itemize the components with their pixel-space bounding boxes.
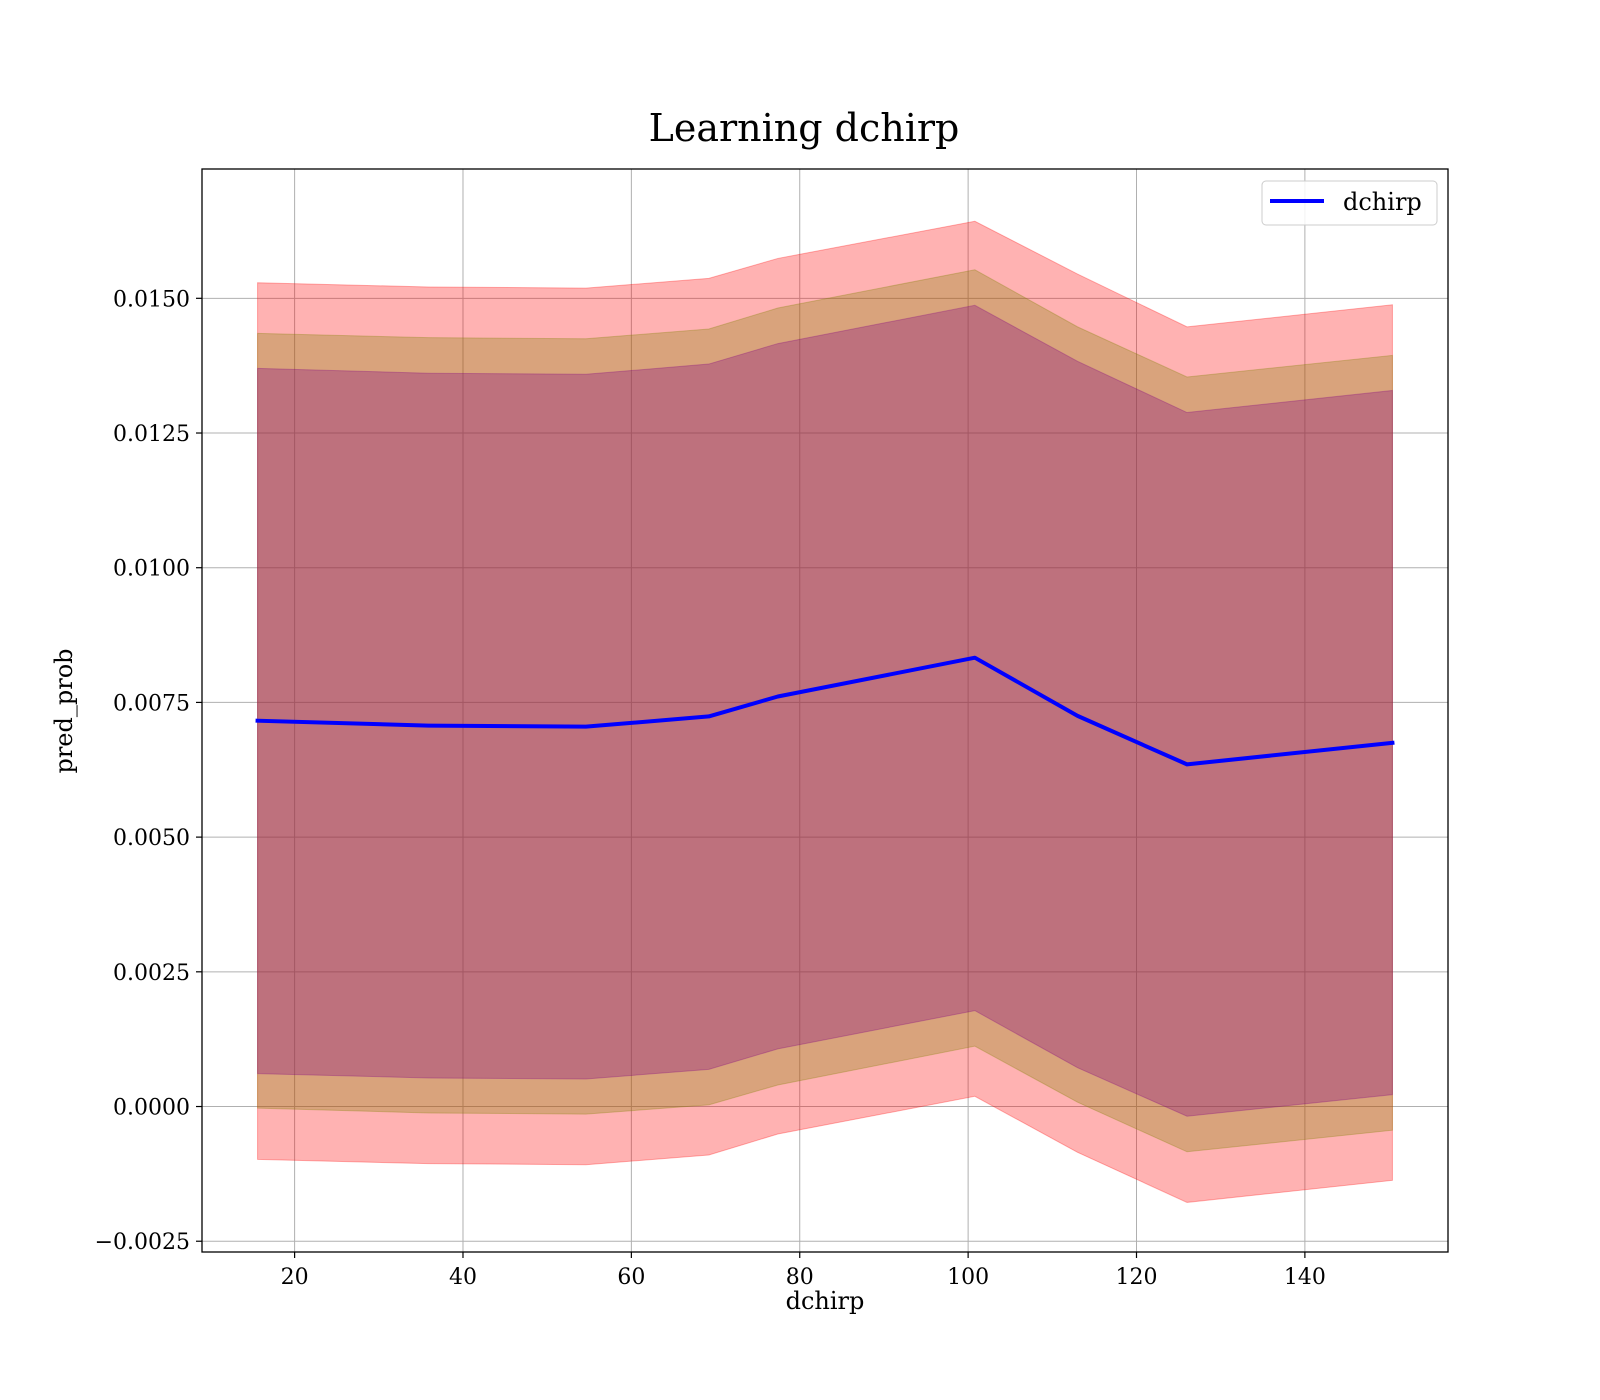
legend-box: [1261, 180, 1438, 226]
legend-label: dchirp: [1343, 188, 1422, 216]
x-tick-label: 100: [947, 1265, 989, 1290]
band-middle: [257, 269, 1393, 1153]
x-tick-label: 120: [1116, 1265, 1158, 1290]
x-tick-label: 40: [449, 1265, 477, 1290]
y-tick-label: 0.0050: [113, 826, 190, 851]
band-narrow: [257, 304, 1393, 1117]
x-axis-ticks: 20 40 60 80 100 120 140: [281, 1252, 1326, 1290]
y-axis-label: pred_prob: [50, 648, 78, 773]
x-tick-label: 80: [786, 1265, 814, 1290]
band-wide: [257, 220, 1393, 1203]
legend: dchirp: [1261, 180, 1438, 226]
y-axis-ticks: −0.0025 0.0000 0.0025 0.0050 0.0075 0.0100 0.0…: [95, 287, 202, 1255]
x-axis-label: dchirp: [786, 1287, 865, 1315]
chart-title: Learning dchirp: [649, 106, 960, 150]
plot-frame: [201, 168, 1449, 1253]
x-tick-label: 20: [281, 1265, 309, 1290]
confidence-bands: [257, 220, 1393, 1203]
y-tick-label: 0.0125: [113, 422, 190, 447]
y-tick-label: 0.0000: [113, 1096, 190, 1121]
x-tick-label: 60: [617, 1265, 645, 1290]
y-tick-label: 0.0100: [113, 557, 190, 582]
series-lines: [255, 655, 1395, 767]
x-tick-label: 140: [1284, 1265, 1326, 1290]
y-tick-label: −0.0025: [95, 1230, 190, 1255]
y-tick-label: 0.0025: [113, 961, 190, 986]
y-tick-label: 0.0075: [113, 691, 190, 716]
grid: [202, 169, 1448, 1252]
y-tick-label: 0.0150: [113, 287, 190, 312]
